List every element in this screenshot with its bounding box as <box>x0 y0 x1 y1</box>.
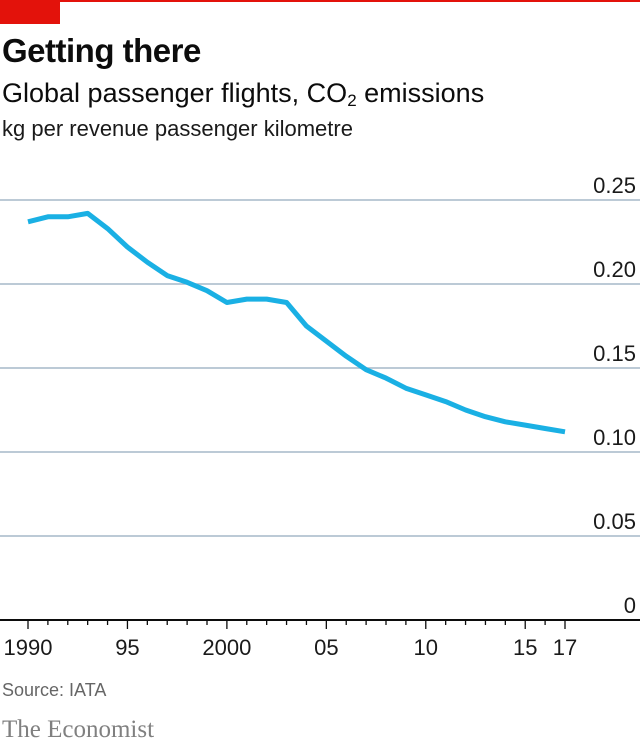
subtitle-text-end: emissions <box>356 78 485 108</box>
data-series <box>27 210 566 435</box>
x-tick-label: 95 <box>115 635 139 660</box>
publisher-logo: The Economist <box>2 716 155 743</box>
source-note: Source: IATA <box>2 680 107 700</box>
line-chart: 0.25 0.20 0.15 0.10 0.05 0 1990 95 2000 05 10 15 17 <box>0 173 640 660</box>
y-tick-label: 0.25 <box>593 173 636 198</box>
top-red-rule <box>0 0 640 2</box>
red-corner-tag <box>0 0 60 24</box>
x-tick-label: 17 <box>553 635 577 660</box>
y-tick-label: 0 <box>624 593 636 618</box>
gridlines <box>0 199 640 537</box>
y-tick-label: 0.10 <box>593 425 636 450</box>
subtitle-subscript: 2 <box>347 91 357 110</box>
x-tick-label: 1990 <box>4 635 53 660</box>
x-tick-label: 10 <box>414 635 438 660</box>
y-tick-labels: 0.25 0.20 0.15 0.10 0.05 0 <box>593 173 636 618</box>
chart-title: Getting there <box>2 32 201 69</box>
x-tick-label: 15 <box>513 635 537 660</box>
y-tick-label: 0.20 <box>593 257 636 282</box>
x-tick-label: 05 <box>314 635 338 660</box>
subtitle-text: Global passenger flights, CO <box>2 78 348 108</box>
x-axis: 1990 95 2000 05 10 15 17 <box>0 619 640 660</box>
unit-label: kg per revenue passenger kilometre <box>2 116 353 141</box>
x-tick-label: 2000 <box>202 635 251 660</box>
y-tick-label: 0.05 <box>593 509 636 534</box>
chart-subtitle: Global passenger flights, CO2 emissions <box>2 78 484 111</box>
y-tick-label: 0.15 <box>593 341 636 366</box>
series-line-co2-emissions <box>27 210 566 435</box>
